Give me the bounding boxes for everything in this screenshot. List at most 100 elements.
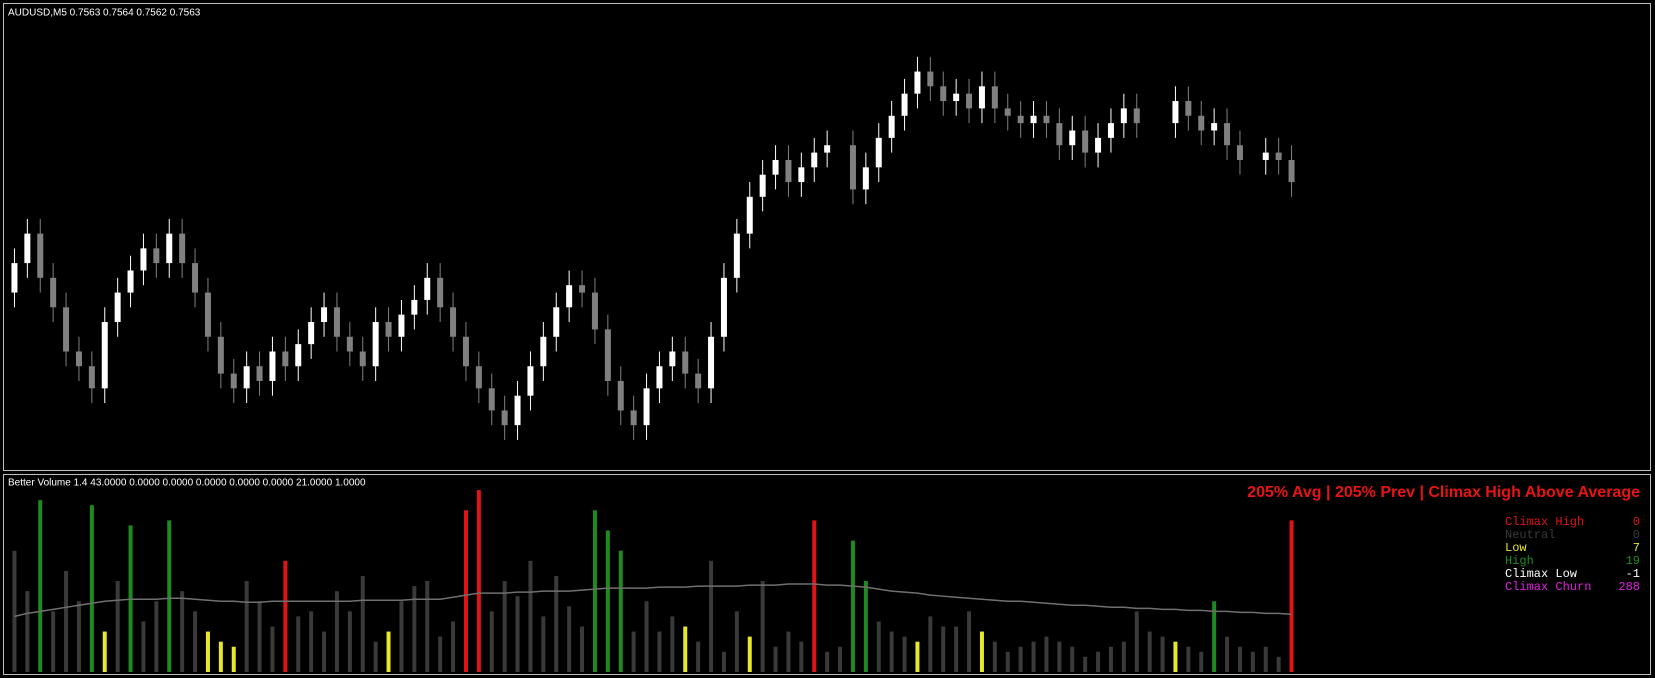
- volume-bar: [244, 581, 249, 672]
- volume-bar: [1108, 646, 1113, 672]
- legend-value: 0: [1633, 528, 1640, 542]
- candle-body: [862, 167, 869, 190]
- candle-body: [243, 366, 250, 389]
- volume-bar: [115, 581, 120, 672]
- candle-body: [75, 351, 82, 367]
- candle-body: [630, 410, 637, 426]
- candle-body: [785, 159, 792, 183]
- volume-bar: [257, 601, 262, 672]
- volume-bar: [451, 621, 456, 672]
- volume-bar: [928, 616, 933, 672]
- candle-body: [11, 263, 18, 293]
- candle-body: [37, 233, 44, 278]
- candle-body: [1172, 101, 1179, 124]
- volume-bar: [1263, 646, 1268, 672]
- volume-bar: [786, 631, 791, 672]
- candle-body: [978, 86, 985, 109]
- candle-body: [1236, 145, 1243, 160]
- candle-body: [1288, 159, 1295, 183]
- candle-body: [462, 336, 469, 367]
- candle-body: [230, 373, 237, 389]
- legend-value: 0: [1633, 515, 1640, 529]
- candle-body: [695, 373, 702, 389]
- volume-bar: [438, 636, 443, 672]
- volume-bar: [541, 616, 546, 672]
- candle-body: [1133, 108, 1140, 124]
- candle-body: [720, 277, 727, 337]
- candle-body: [24, 233, 31, 264]
- candle-body: [153, 248, 160, 264]
- volume-bar: [205, 631, 210, 672]
- candle-body: [940, 86, 947, 102]
- candle-body: [798, 167, 805, 183]
- candle-body: [669, 351, 676, 367]
- candle-body: [166, 233, 173, 264]
- volume-bar: [12, 550, 17, 672]
- volume-bar: [1031, 641, 1036, 672]
- volume-bar: [515, 596, 520, 672]
- candle-body: [991, 86, 998, 109]
- candle-body: [372, 322, 379, 367]
- volume-bar: [180, 591, 185, 672]
- volume-bar: [386, 631, 391, 672]
- candle-body: [1262, 152, 1269, 160]
- volume-bar: [592, 510, 597, 672]
- candle-body: [282, 351, 289, 367]
- candle-body: [759, 174, 766, 197]
- candle-body: [824, 145, 831, 153]
- volume-bar: [1096, 651, 1101, 672]
- volume-status: 205% Avg | 205% Prev | Climax High Above…: [1247, 484, 1640, 501]
- volume-bar: [476, 490, 481, 672]
- candle-body: [501, 410, 508, 426]
- volume-bar: [554, 575, 559, 672]
- volume-bar: [567, 606, 572, 672]
- volume-bar: [502, 581, 507, 672]
- volume-bar: [812, 520, 817, 672]
- candle-body: [411, 299, 418, 315]
- volume-bar: [580, 626, 585, 672]
- volume-bar: [683, 626, 688, 672]
- volume-bar: [64, 570, 69, 672]
- volume-bar: [51, 611, 56, 672]
- candle-body: [849, 145, 856, 190]
- candle-body: [1198, 115, 1205, 131]
- candle-body: [308, 322, 315, 345]
- volume-bar: [322, 631, 327, 672]
- volume-bar: [1018, 646, 1023, 672]
- volume-bar: [283, 560, 288, 672]
- volume-bar: [1276, 656, 1281, 672]
- volume-bar: [1134, 611, 1139, 672]
- indicator-panel: [3, 474, 1651, 675]
- volume-bar: [773, 646, 778, 672]
- volume-bar: [412, 586, 417, 672]
- candle-body: [1069, 130, 1076, 146]
- volume-bar: [605, 530, 610, 672]
- volume-bar: [218, 641, 223, 672]
- volume-bar: [1070, 646, 1075, 672]
- candle-body: [682, 351, 689, 374]
- candle-body: [811, 152, 818, 168]
- candle-body: [875, 137, 882, 168]
- volume-bar: [25, 591, 30, 672]
- volume-bar: [1289, 520, 1294, 672]
- symbol-header: AUDUSD,M5 0.7563 0.7564 0.7562 0.7563: [8, 8, 201, 19]
- candle-body: [579, 285, 586, 293]
- legend-label: Climax High: [1505, 515, 1584, 529]
- candle-body: [772, 159, 779, 175]
- legend-label: Low: [1505, 541, 1527, 555]
- volume-bar: [696, 641, 701, 672]
- candle-body: [527, 366, 534, 396]
- volume-bar: [709, 560, 714, 672]
- volume-bar: [38, 500, 43, 672]
- candle-body: [1056, 123, 1063, 146]
- candle-body: [927, 71, 934, 87]
- volume-bar: [915, 641, 920, 672]
- candle-body: [269, 351, 276, 381]
- volume-bar: [618, 550, 623, 672]
- volume-bar: [631, 631, 636, 672]
- volume-bar: [1121, 641, 1126, 672]
- candle-body: [540, 336, 547, 367]
- volume-bar: [670, 616, 675, 672]
- legend-label: Climax Churn: [1505, 580, 1591, 594]
